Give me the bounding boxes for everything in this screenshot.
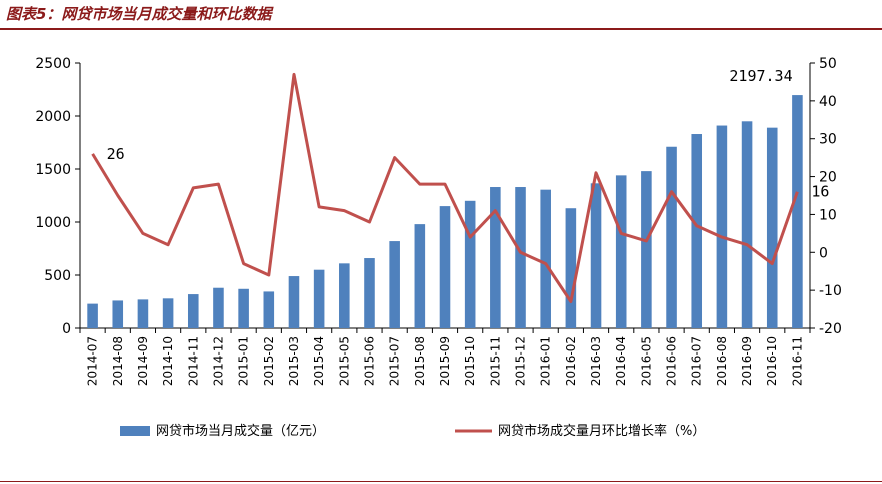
x-tick-label: 2016-09 <box>740 336 754 386</box>
bar <box>590 183 602 328</box>
growth-rate-line <box>91 72 799 303</box>
x-tick-label: 2016-03 <box>589 336 603 386</box>
x-tick-label: 2015-02 <box>262 336 276 386</box>
x-tick-label: 2014-09 <box>136 336 150 386</box>
right-tick-label: 10 <box>819 207 837 223</box>
x-tick-label: 2015-12 <box>514 336 528 386</box>
bar <box>565 208 577 328</box>
bar <box>741 121 753 328</box>
data-label: 26 <box>107 145 125 163</box>
bottom-rule <box>0 481 882 482</box>
x-tick-label: 2014-10 <box>161 336 175 386</box>
x-tick-label: 2014-11 <box>186 336 200 386</box>
bar <box>641 171 652 328</box>
x-tick-label: 2016-10 <box>765 336 779 386</box>
left-tick-label: 1500 <box>35 162 71 178</box>
bar <box>238 288 249 328</box>
bar <box>364 258 375 328</box>
x-tick-label: 2016-01 <box>539 336 553 386</box>
right-tick-label: 40 <box>819 94 837 110</box>
x-tick-label: 2014-08 <box>111 336 125 386</box>
x-tick-label: 2016-04 <box>614 336 628 386</box>
chart-title: 图表5：网贷市场当月成交量和环比数据 <box>6 5 272 23</box>
bar <box>112 300 124 328</box>
x-tick-label: 2015-05 <box>337 336 351 386</box>
right-tick-label: 50 <box>819 56 837 72</box>
x-tick-label: 2015-03 <box>287 336 301 386</box>
right-tick-label: -10 <box>819 283 842 299</box>
x-tick-label: 2016-05 <box>639 336 653 386</box>
x-tick-label: 2015-01 <box>237 336 251 386</box>
title-rule <box>0 28 882 30</box>
bar <box>691 134 703 328</box>
x-tick-label: 2015-06 <box>362 336 376 386</box>
x-tick-label: 2014-07 <box>86 336 100 386</box>
x-tick-label: 2016-02 <box>564 336 578 386</box>
x-tick-label: 2015-09 <box>438 336 452 386</box>
x-tick-label: 2015-11 <box>488 336 502 386</box>
x-tick-label: 2016-07 <box>690 336 704 386</box>
bar <box>213 287 224 328</box>
bar <box>137 299 149 328</box>
bar <box>313 269 325 328</box>
bar <box>162 298 174 328</box>
x-tick-label: 2015-10 <box>463 336 477 386</box>
left-tick-label: 500 <box>44 268 71 284</box>
left-tick-label: 1000 <box>35 215 71 231</box>
bar <box>464 200 476 328</box>
right-tick-label: 0 <box>819 245 828 261</box>
x-tick-label: 2015-04 <box>312 336 326 386</box>
left-tick-label: 2500 <box>35 56 71 72</box>
x-tick-label: 2016-11 <box>790 336 804 386</box>
x-tick-label: 2016-06 <box>665 336 679 386</box>
left-tick-label: 0 <box>62 321 71 337</box>
x-tick-label: 2015-07 <box>388 336 402 386</box>
legend-label-volume: 网贷市场当月成交量（亿元） <box>156 423 325 439</box>
bar <box>766 127 778 328</box>
right-tick-label: -20 <box>819 321 842 337</box>
bar <box>389 241 400 328</box>
right-tick-label: 30 <box>819 132 837 148</box>
bar <box>540 189 551 328</box>
bar <box>187 294 199 328</box>
legend-swatch-volume <box>120 426 150 436</box>
bar <box>515 187 526 328</box>
bar <box>666 146 677 328</box>
bar <box>792 95 803 328</box>
bar <box>288 276 300 328</box>
data-label: 16 <box>811 183 829 201</box>
bar <box>414 224 426 328</box>
x-tick-label: 2016-08 <box>715 336 729 386</box>
right-tick-label: 20 <box>819 170 837 186</box>
left-tick-label: 2000 <box>35 109 71 125</box>
bar <box>339 263 350 328</box>
bar <box>87 303 98 328</box>
x-tick-label: 2015-08 <box>413 336 427 386</box>
bar <box>615 175 627 328</box>
bar <box>263 291 275 328</box>
bar <box>490 187 501 328</box>
legend-label-growth: 网贷市场成交量月环比增长率（%） <box>498 423 705 439</box>
x-tick-label: 2014-12 <box>211 336 225 386</box>
data-label: 2197.34 <box>729 67 792 85</box>
bar <box>716 125 728 328</box>
bar <box>439 206 451 328</box>
